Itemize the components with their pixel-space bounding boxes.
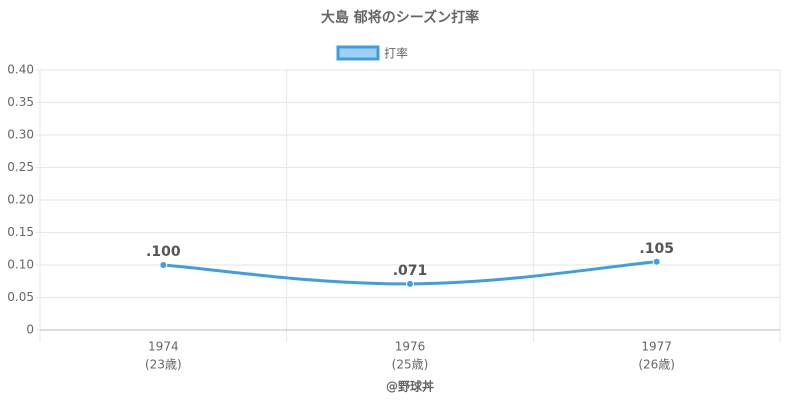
value-label: .105 bbox=[639, 241, 674, 257]
y-tick-label: 0.10 bbox=[7, 258, 34, 272]
legend-swatch bbox=[336, 45, 380, 61]
x-axis-label: @野球丼 bbox=[386, 379, 434, 394]
value-label: .071 bbox=[393, 263, 428, 279]
point bbox=[652, 257, 661, 266]
y-tick-label: 0.40 bbox=[7, 63, 34, 77]
y-tick-label: 0.20 bbox=[7, 193, 34, 207]
x-tick-label: 1974 bbox=[148, 340, 179, 354]
x-tick-sublabel: (23歳) bbox=[145, 358, 182, 372]
chart-title: 大島 郁将のシーズン打率 bbox=[321, 9, 479, 26]
y-tick-label: 0.05 bbox=[7, 290, 34, 304]
x-tick-label: 1977 bbox=[641, 340, 672, 354]
legend-label: 打率 bbox=[384, 46, 408, 61]
x-tick-sublabel: (25歳) bbox=[392, 358, 429, 372]
y-tick-label: 0.25 bbox=[7, 160, 34, 174]
x-tick-sublabel: (26歳) bbox=[638, 358, 675, 372]
point bbox=[159, 261, 168, 269]
value-label: .100 bbox=[146, 244, 181, 260]
x-tick-label: 1976 bbox=[395, 340, 426, 354]
y-tick-label: 0.15 bbox=[7, 225, 34, 239]
y-tick-label: 0.35 bbox=[7, 95, 34, 109]
y-tick-label: 0.30 bbox=[7, 128, 34, 142]
y-tick-label: 0 bbox=[26, 323, 34, 337]
point bbox=[406, 279, 414, 288]
